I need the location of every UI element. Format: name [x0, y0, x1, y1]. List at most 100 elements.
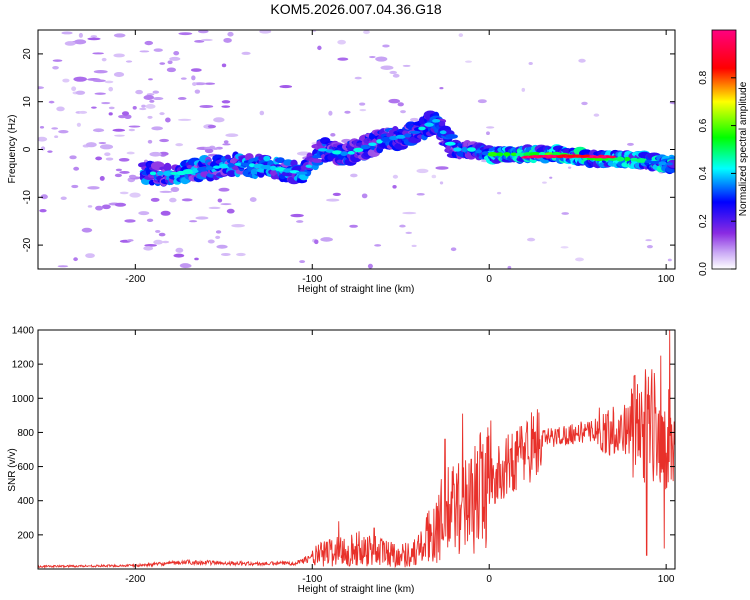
spectrogram-cell [190, 68, 202, 72]
spectrogram-cell [388, 98, 401, 104]
colorbar-tick-label: 0.4 [698, 166, 709, 180]
spectrogram-cell [347, 151, 355, 155]
spectrogram-cell [194, 39, 205, 43]
spectrogram-cell [263, 155, 271, 162]
spectrogram-cell [368, 142, 377, 147]
snr-frame [37, 329, 676, 570]
spectrogram-cell [332, 150, 343, 155]
spectrogram-cell [126, 239, 134, 242]
spectrogram-cell [51, 127, 59, 130]
spectrogram-cell [234, 162, 242, 166]
spectrogram-cell [113, 33, 126, 38]
spectrogram-cell [119, 191, 129, 195]
spectrogram-cell [113, 53, 125, 58]
spectrogram-cell [439, 181, 444, 185]
spectrogram-cell [155, 229, 161, 233]
spectrogram-cell [71, 184, 79, 189]
spectrogram-cell [260, 164, 273, 170]
spectrogram-cell [666, 162, 673, 166]
spectrogram-cell [354, 76, 362, 80]
spectrogram-cell [317, 148, 328, 152]
spectrogram-x-ticks: -200 -100 0 100 [125, 30, 675, 285]
spectrogram-cell [104, 152, 111, 157]
y-tick-label: 400 [17, 496, 34, 507]
y-tick-label: -10 [22, 190, 33, 205]
spectrogram-cell [160, 154, 166, 157]
spectrogram-cell [175, 143, 184, 147]
spectrogram-cell [203, 146, 214, 150]
spectrogram-cell [105, 157, 114, 161]
spectrogram-cell [71, 86, 77, 92]
spectrogram-cell [616, 156, 625, 162]
spectrogram-cell [207, 239, 215, 244]
spectrogram-cell [215, 235, 221, 240]
spectrogram-cell [542, 181, 547, 184]
spectrogram-cell [581, 101, 588, 106]
spectrogram-cell [143, 246, 154, 251]
spectrogram-cell [149, 151, 162, 157]
x-tick-label: -100 [302, 274, 322, 285]
spectrogram-cell [218, 187, 230, 192]
spectrogram-cell [275, 167, 286, 172]
spectrogram-cell [58, 129, 69, 134]
spectrogram-cell [167, 60, 173, 65]
spectrogram-cell [128, 125, 141, 128]
spectrogram-cell [236, 252, 246, 257]
spectrogram-cell [213, 117, 225, 123]
spectrogram-cell [458, 33, 464, 38]
spectrogram-cell [363, 30, 370, 35]
spectrogram-cell [38, 86, 45, 90]
spectrogram-cell [217, 198, 223, 203]
spectrogram-cell [330, 133, 336, 137]
spectrogram-cell [101, 204, 111, 210]
spectrogram-cell [113, 71, 125, 77]
spectrogram-cell [312, 30, 317, 33]
spectrogram-cell [259, 110, 265, 116]
spectrogram-cell [503, 152, 511, 157]
spectrogram-cell [194, 89, 201, 94]
spectrogram-cell [485, 126, 495, 129]
spectrogram-cell [173, 51, 180, 56]
spectrogram-cell [325, 149, 334, 153]
colorbar-label: Normalized spectral amplitude [738, 81, 749, 216]
spectrogram-cell [38, 136, 48, 142]
spectrogram-cell [173, 253, 185, 258]
spectrogram-cell [560, 246, 569, 249]
spectrogram-cell [528, 61, 533, 65]
spectrogram-cell [450, 247, 457, 252]
spectrogram-cell [92, 52, 105, 55]
x-tick-label: -200 [125, 574, 145, 585]
spectrogram-cell [128, 128, 136, 132]
spectrogram-cell [223, 140, 229, 144]
y-tick-label: 10 [22, 96, 33, 108]
spectrogram-cell [402, 64, 411, 67]
spectrogram-cell [62, 78, 70, 83]
spectrogram-cell [91, 106, 97, 109]
spectrogram-cell [575, 257, 584, 262]
spectrogram-cell [649, 160, 662, 164]
spectrogram-cell [353, 147, 364, 153]
spectrogram-cell [646, 244, 653, 249]
spectrogram-cell [431, 174, 437, 179]
spectrogram-cell [73, 166, 80, 171]
spectrogram-cell [221, 100, 231, 104]
snr-x-axis-label: Height of straight line (km) [298, 584, 415, 595]
y-tick-label: -20 [22, 237, 33, 252]
spectrogram-cell [295, 171, 308, 175]
spectrogram-cell [99, 144, 114, 150]
spectrogram-cell [108, 106, 115, 110]
snr-plot-area [38, 330, 675, 569]
spectrogram-cell [367, 263, 373, 269]
spectrogram-cell [215, 230, 222, 234]
spectrogram-cell [114, 202, 127, 207]
spectrogram-cell [439, 130, 447, 135]
spectrogram-cell [135, 89, 143, 95]
spectrogram-cell [475, 149, 482, 154]
spectrogram-cell [39, 125, 45, 129]
y-tick-label: 1400 [12, 326, 35, 337]
spectrogram-cell [69, 155, 77, 160]
x-tick-label: 0 [486, 274, 492, 285]
spectrogram-cell [397, 102, 404, 107]
spectrogram-cell [163, 162, 172, 172]
spectrogram-cell [141, 104, 146, 108]
